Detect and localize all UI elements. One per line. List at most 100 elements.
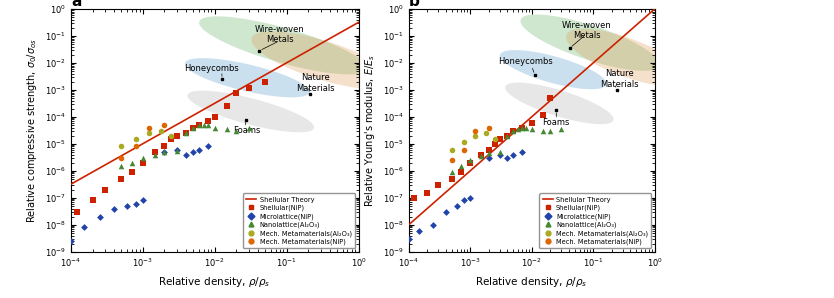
Point (142, 125, 155, 130)
Text: Honeycombs: Honeycombs (183, 64, 239, 73)
Polygon shape (520, 15, 660, 71)
Point (142, 131, 155, 136)
Text: Foams: Foams (543, 118, 570, 127)
Point (208, 125, 221, 130)
Point (493, 150, 506, 154)
Point (506, 129, 520, 134)
Point (445, 148, 459, 152)
Point (519, 125, 532, 130)
Point (511, 127, 525, 132)
Point (475, 154, 488, 159)
Text: a: a (71, 0, 81, 9)
Point (402, 237, 415, 241)
Legend: Shellular Theory, Shellular(NiP), Microlattice(NiP), Nanolattice(Al₂O₃), Mech. M: Shellular Theory, Shellular(NiP), Microl… (540, 193, 651, 249)
Polygon shape (185, 58, 309, 97)
X-axis label: Relative density, $\rho/\rho_s$: Relative density, $\rho/\rho_s$ (475, 275, 588, 289)
Point (158, 144, 171, 149)
Point (179, 131, 193, 136)
Point (221, 127, 234, 132)
Point (482, 151, 495, 156)
Polygon shape (199, 16, 367, 74)
Point (120, 204, 133, 208)
Point (201, 119, 214, 123)
Point (179, 152, 193, 157)
Polygon shape (188, 91, 314, 132)
Point (192, 148, 205, 152)
Point (439, 209, 452, 214)
Y-axis label: Relative Young's modulus, $E/E_s$: Relative Young's modulus, $E/E_s$ (363, 54, 377, 207)
Text: Nature
Materials: Nature Materials (600, 69, 638, 89)
Point (493, 137, 506, 142)
Point (136, 156, 149, 160)
Point (192, 122, 205, 127)
Point (148, 150, 162, 154)
Point (125, 170, 138, 174)
Point (535, 129, 549, 134)
Point (229, 129, 243, 134)
Point (445, 158, 459, 162)
Point (197, 122, 210, 127)
Text: Honeycombs: Honeycombs (498, 57, 553, 66)
Point (506, 129, 520, 134)
Point (488, 137, 501, 142)
Point (426, 222, 440, 227)
Point (114, 156, 128, 160)
Point (535, 112, 549, 117)
Point (243, 85, 256, 90)
Point (420, 191, 434, 195)
Polygon shape (500, 50, 606, 89)
Point (464, 158, 477, 162)
Point (108, 206, 121, 211)
Text: Foams: Foams (234, 126, 261, 135)
Point (482, 156, 495, 160)
Point (86, 198, 99, 203)
Point (431, 183, 445, 187)
Point (208, 114, 221, 119)
Point (525, 120, 539, 125)
Point (482, 148, 495, 152)
Point (158, 150, 171, 154)
Point (544, 96, 557, 100)
Point (259, 79, 272, 84)
Polygon shape (566, 29, 688, 86)
Point (179, 131, 193, 136)
Point (500, 134, 514, 138)
Point (129, 137, 143, 142)
Point (454, 170, 467, 174)
Point (525, 127, 539, 132)
Point (158, 122, 171, 127)
Point (221, 104, 234, 108)
Point (192, 122, 205, 127)
Point (480, 131, 493, 136)
Point (201, 144, 214, 149)
Point (243, 125, 256, 130)
Y-axis label: Relative compressive strength, $\sigma_0/\sigma_{os}$: Relative compressive strength, $\sigma_0… (25, 38, 39, 223)
Point (129, 201, 143, 206)
Point (493, 152, 506, 157)
Point (201, 122, 214, 127)
Polygon shape (251, 31, 394, 89)
Point (488, 142, 501, 146)
Point (165, 134, 178, 138)
Point (70, 209, 83, 214)
X-axis label: Relative density, $\rho/\rho_s$: Relative density, $\rho/\rho_s$ (158, 275, 271, 289)
Point (555, 127, 568, 132)
Point (154, 129, 168, 134)
Point (187, 125, 200, 130)
Point (469, 134, 482, 138)
Point (170, 148, 183, 152)
Text: b: b (409, 0, 420, 9)
Point (129, 144, 143, 149)
Point (114, 144, 128, 149)
Point (114, 164, 128, 168)
Point (458, 139, 471, 144)
Point (158, 150, 171, 154)
Text: Wire-woven
Metals: Wire-woven Metals (562, 21, 612, 40)
Point (136, 198, 149, 203)
Point (445, 177, 459, 181)
Point (469, 129, 482, 134)
Point (450, 204, 463, 208)
Point (77, 225, 90, 230)
Point (165, 137, 178, 142)
Point (464, 195, 477, 200)
